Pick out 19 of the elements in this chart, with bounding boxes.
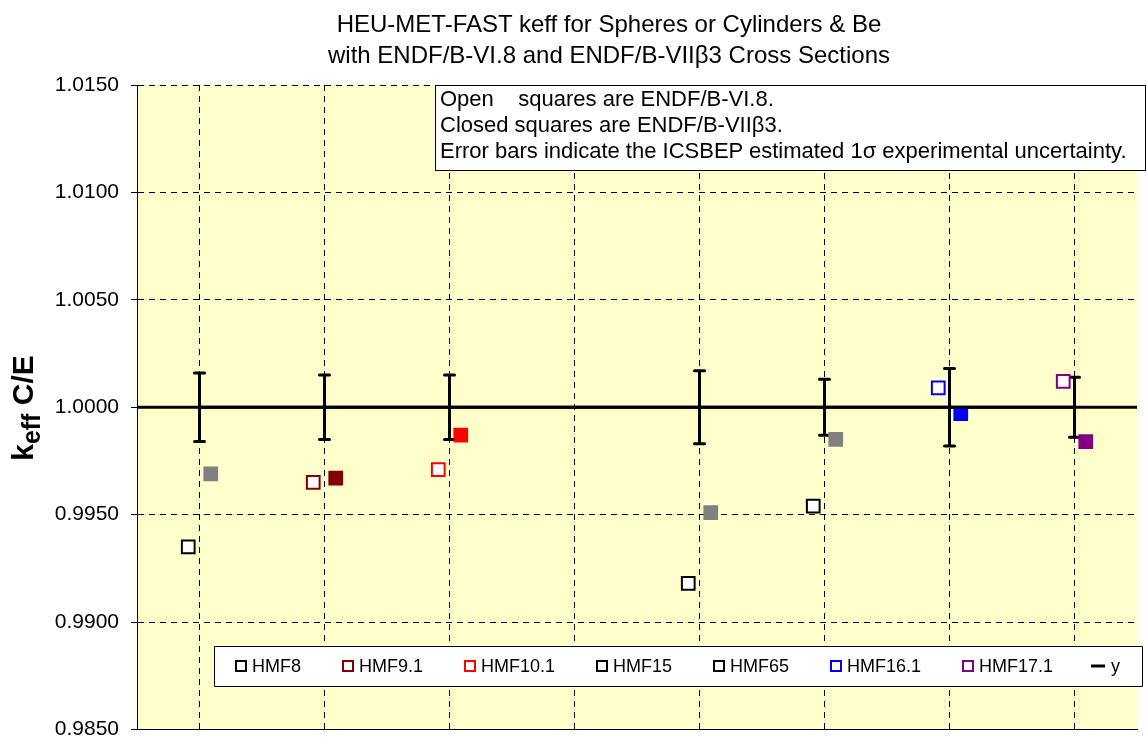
chart-title: HEU-MET-FAST keff for Spheres or Cylinders & Be with ENDF/B-VI.8 and ENDF/B-VIIβ3 Cross Sections bbox=[327, 9, 891, 70]
legend-label: HMF10.1 bbox=[481, 655, 556, 676]
legend-label: y bbox=[1111, 655, 1120, 676]
legend-label: HMF65 bbox=[730, 655, 790, 676]
legend-label: HMF17.1 bbox=[979, 655, 1054, 676]
y-tick-label: 1.0100 bbox=[54, 179, 119, 203]
annotation: Error bars indicate the ICSBEP estimated 1σ experimental uncertainty. bbox=[440, 138, 1128, 164]
legend-label: HMF8 bbox=[252, 655, 301, 676]
legend-label: HMF15 bbox=[613, 655, 673, 676]
y-tick-label: 1.0000 bbox=[54, 394, 119, 418]
y-tick-label: 1.0050 bbox=[54, 286, 119, 310]
legend-label: HMF9.1 bbox=[359, 655, 424, 676]
annotation: Closed squares are ENDF/B-VIIβ3. bbox=[440, 112, 784, 138]
y-tick-label: 1.0150 bbox=[54, 71, 119, 95]
legend-label: HMF16.1 bbox=[847, 655, 922, 676]
y-tick-label: 0.9850 bbox=[54, 716, 119, 740]
y-tick-label: 0.9900 bbox=[54, 608, 119, 632]
y-tick-label: 0.9950 bbox=[54, 501, 119, 525]
annotation: Open squares are ENDF/B-VI.8. bbox=[440, 86, 775, 112]
